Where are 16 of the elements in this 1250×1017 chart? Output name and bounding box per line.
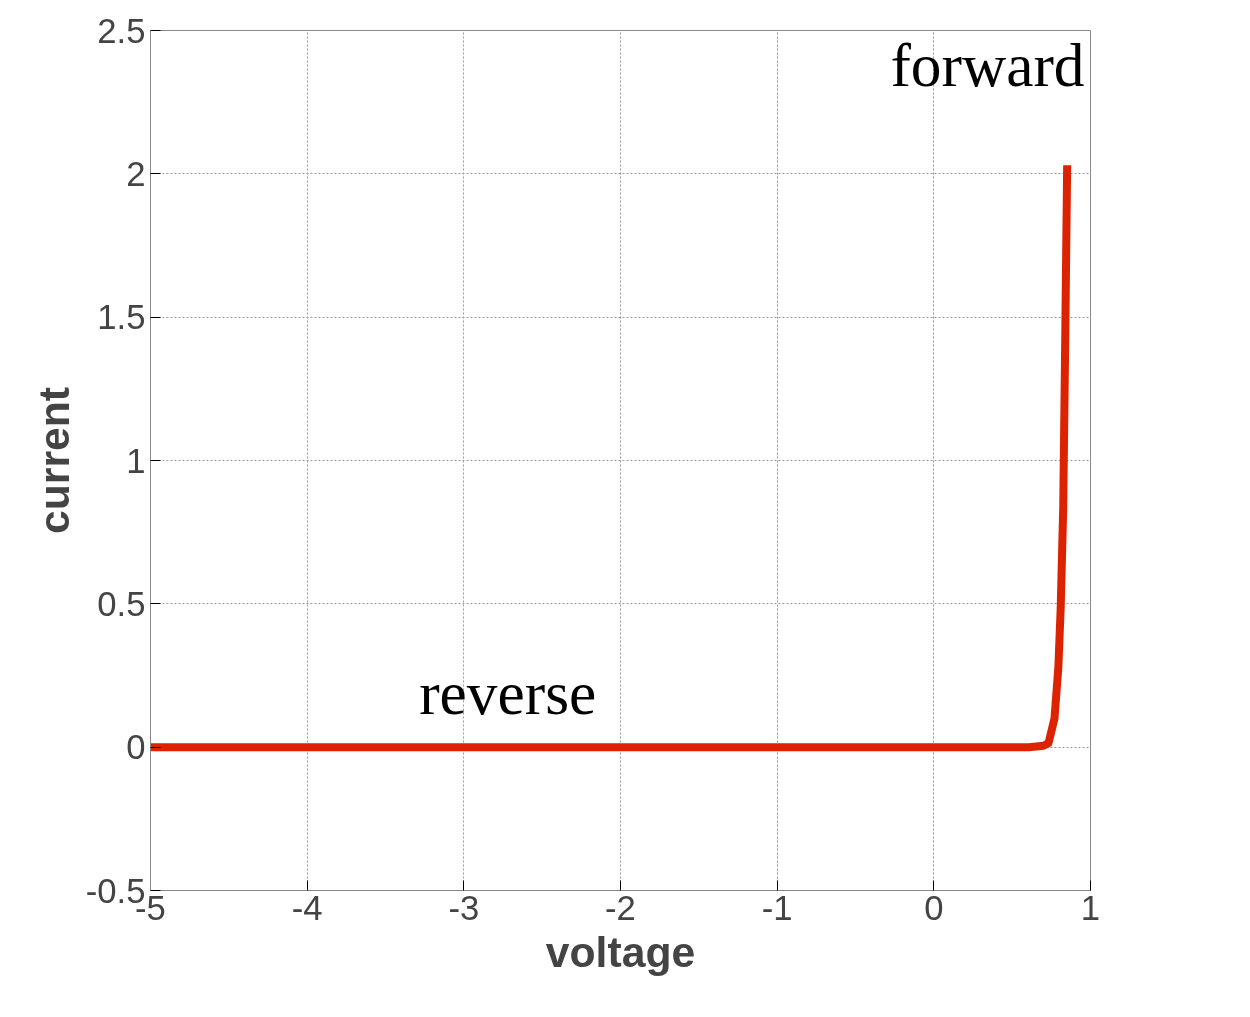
- x-tick-label: 1: [1080, 888, 1101, 927]
- y-tick-label: 0: [126, 728, 146, 767]
- x-tick-label: -1: [761, 888, 793, 927]
- y-tick-label: 2: [126, 154, 146, 193]
- y-tick-label: 1: [126, 441, 146, 480]
- y-tick-label: 1.5: [97, 298, 146, 337]
- annotation: reverse: [419, 659, 597, 728]
- annotation: forward: [890, 31, 1085, 100]
- x-tick-label: -2: [605, 888, 636, 927]
- y-axis-title: current: [29, 387, 78, 534]
- x-tick-label: -4: [291, 888, 323, 927]
- y-tick-label: 0.5: [97, 584, 146, 623]
- x-tick-label: -3: [448, 888, 480, 927]
- y-tick-label: 2.5: [97, 11, 146, 50]
- x-axis-title: voltage: [545, 927, 696, 976]
- x-tick-label: 0: [924, 888, 944, 927]
